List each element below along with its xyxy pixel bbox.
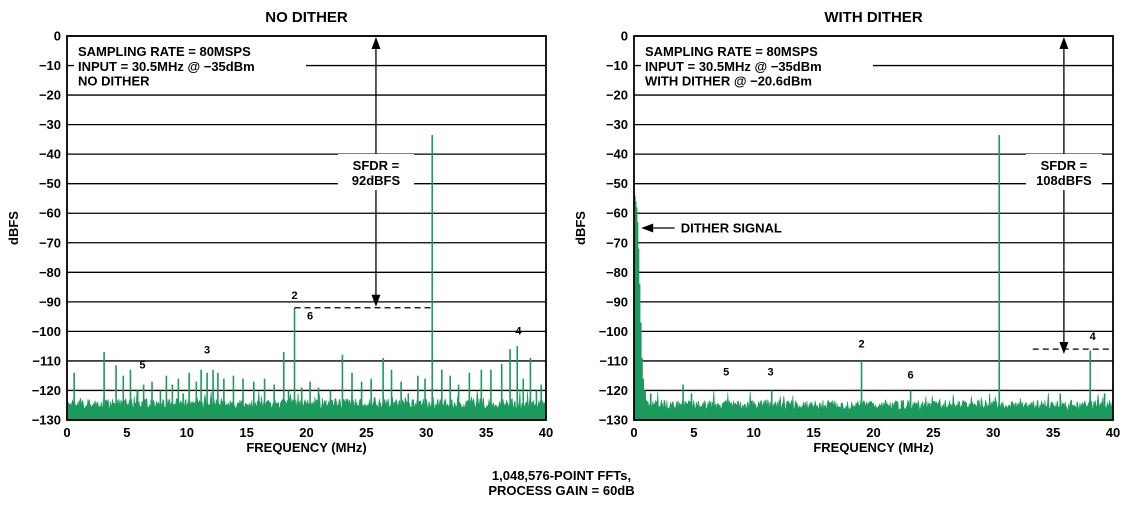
y-tick-label: −80 — [606, 265, 628, 280]
y-tick-label: −60 — [606, 206, 628, 221]
y-tick-label: −110 — [599, 353, 628, 368]
x-tick-label: 20 — [299, 425, 313, 440]
noise-floor — [633, 389, 1114, 421]
sfdr-label-background — [1025, 154, 1102, 190]
info-line: INPUT = 30.5MHz @ −35dBm — [78, 59, 255, 74]
info-line: INPUT = 30.5MHz @ −35dBm — [645, 59, 822, 74]
dither-signal-label: DITHER SIGNAL — [681, 221, 782, 236]
harmonic-label: 3 — [767, 367, 773, 379]
y-tick-label: 0 — [54, 29, 61, 44]
x-tick-label: 30 — [419, 425, 433, 440]
x-axis-label: FREQUENCY (MHz) — [813, 440, 933, 455]
y-tick-label: −70 — [606, 235, 628, 250]
x-axis-label: FREQUENCY (MHz) — [246, 440, 366, 455]
y-tick-label: −120 — [32, 383, 61, 398]
sfdr-label: 92dBFS — [352, 173, 401, 188]
info-line: SAMPLING RATE = 80MSPS — [78, 44, 251, 59]
y-tick-label: −110 — [32, 353, 61, 368]
sfdr-label: 108dBFS — [1036, 173, 1092, 188]
info-box-background — [641, 44, 873, 93]
sfdr-arrowhead-down — [1059, 342, 1069, 355]
y-tick-label: −40 — [606, 147, 628, 162]
y-tick-label: −90 — [39, 294, 61, 309]
info-line: NO DITHER — [78, 74, 150, 89]
y-tick-label: −50 — [39, 176, 61, 191]
with-dither-panel: WITH DITHER 0 −10 −20 −30 −40 −50 −60 −70 −80 −90 −… — [573, 9, 1120, 455]
harmonic-label: 6 — [307, 311, 313, 323]
y-tick-label: −120 — [599, 383, 628, 398]
harmonic-label: 4 — [1090, 331, 1097, 343]
x-tick-label: 35 — [479, 425, 493, 440]
harmonic-label: 6 — [908, 370, 914, 382]
info-line: SAMPLING RATE = 80MSPS — [645, 44, 818, 59]
y-tick-label: −30 — [39, 117, 61, 132]
x-tick-label: 40 — [1106, 425, 1120, 440]
harmonic-label: 5 — [139, 359, 145, 371]
y-tick-label: −90 — [606, 294, 628, 309]
noise-floor — [66, 389, 547, 421]
y-tick-label: −20 — [606, 88, 628, 103]
x-tick-label: 25 — [926, 425, 940, 440]
sfdr-arrowhead-up — [1059, 37, 1069, 49]
info-line: WITH DITHER @ −20.6dBm — [645, 74, 812, 89]
x-tick-label: 15 — [806, 425, 820, 440]
y-tick-label: −10 — [39, 58, 61, 73]
y-tick-label: −20 — [39, 88, 61, 103]
sfdr-label: SFDR = — [353, 158, 400, 173]
plot-frame — [633, 35, 1114, 421]
y-tick-label: 0 — [621, 29, 628, 44]
y-tick-label: −50 — [606, 176, 628, 191]
dither-arrowhead — [641, 223, 654, 233]
y-tick-label: −40 — [39, 147, 61, 162]
no-dither-panel: NO DITHER 0 −10 −20 −30 −40 −50 −60 −70 −80 −90 −10… — [6, 9, 553, 455]
y-tick-label: −100 — [32, 324, 61, 339]
footnote-line-2: PROCESS GAIN = 60dB — [488, 483, 635, 498]
harmonic-label: 4 — [515, 325, 522, 337]
y-tick-label: −80 — [39, 265, 61, 280]
harmonic-label: 5 — [723, 367, 729, 379]
y-tick-label: −130 — [599, 413, 628, 428]
x-tick-label: 20 — [866, 425, 880, 440]
y-tick-label: −100 — [599, 324, 628, 339]
x-tick-label: 10 — [747, 425, 761, 440]
x-tick-label: 0 — [630, 425, 637, 440]
x-tick-label: 10 — [180, 425, 194, 440]
harmonic-label: 2 — [858, 339, 864, 351]
process-gain-footnote: 1,048,576-POINT FFTs, PROCESS GAIN = 60d… — [0, 468, 1123, 498]
x-tick-label: 25 — [359, 425, 373, 440]
x-tick-label: 0 — [63, 425, 70, 440]
x-tick-label: 5 — [123, 425, 130, 440]
y-tick-label: −60 — [39, 206, 61, 221]
sfdr-label-background — [337, 154, 414, 190]
sfdr-label: SFDR = — [1041, 158, 1088, 173]
harmonic-label: 3 — [204, 345, 210, 357]
x-tick-label: 30 — [986, 425, 1000, 440]
harmonic-label: 2 — [291, 290, 297, 302]
chart-title: WITH DITHER — [824, 9, 922, 26]
x-tick-label: 5 — [690, 425, 697, 440]
y-axis-label: dBFS — [573, 211, 588, 245]
sfdr-arrowhead-down — [371, 294, 381, 307]
sfdr-arrowhead-up — [371, 37, 381, 49]
footnote-line-1: 1,048,576-POINT FFTs, — [491, 468, 632, 483]
y-tick-label: −10 — [606, 58, 628, 73]
y-tick-label: −30 — [606, 117, 628, 132]
y-tick-label: −130 — [32, 413, 61, 428]
y-axis-label: dBFS — [6, 211, 21, 245]
info-box-background — [74, 44, 306, 93]
x-tick-label: 40 — [539, 425, 553, 440]
x-tick-label: 35 — [1046, 425, 1060, 440]
chart-title: NO DITHER — [265, 9, 348, 26]
x-tick-label: 15 — [239, 425, 253, 440]
plot-frame — [66, 35, 547, 421]
y-tick-label: −70 — [39, 235, 61, 250]
